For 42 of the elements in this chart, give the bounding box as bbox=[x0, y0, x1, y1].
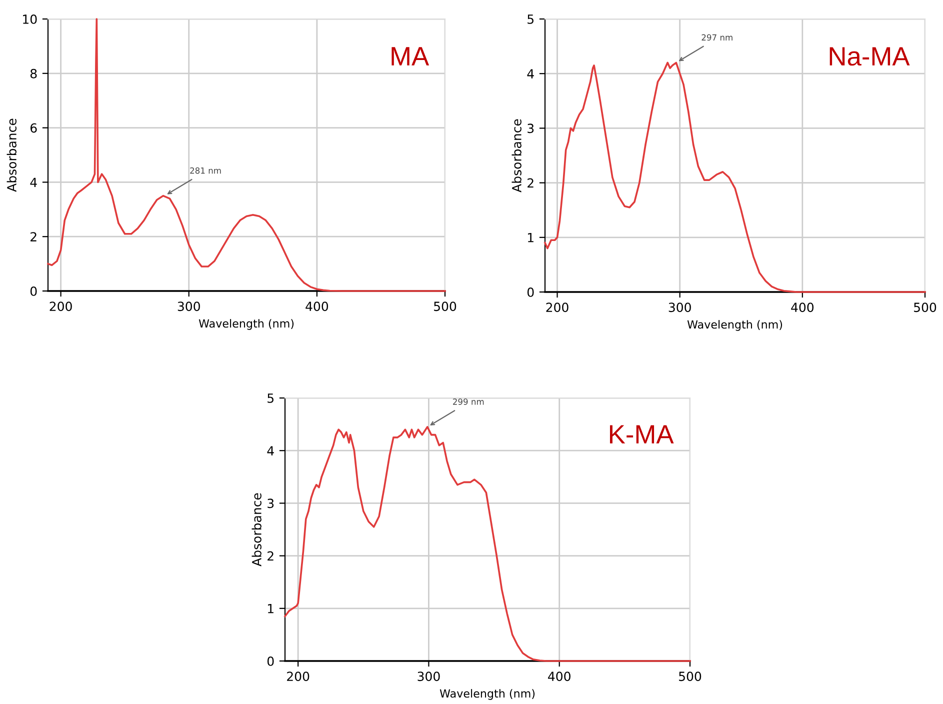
y-tick-label: 4 bbox=[30, 178, 37, 187]
y-tick-label: 5 bbox=[268, 394, 274, 403]
x-tick-label: 200 bbox=[287, 672, 310, 682]
y-tick-label: 2 bbox=[268, 551, 274, 561]
x-tick-label: 500 bbox=[434, 302, 456, 312]
x-tick-label: 400 bbox=[791, 302, 814, 312]
y-tick-label: 4 bbox=[527, 69, 534, 78]
y-tick-label: 5 bbox=[528, 14, 534, 24]
y-tick-label: 3 bbox=[528, 124, 534, 134]
y-tick-label: 4 bbox=[267, 446, 274, 456]
y-tick-label: 1 bbox=[528, 233, 534, 242]
y-tick-label: 3 bbox=[268, 498, 274, 508]
x-tick-label: 300 bbox=[178, 302, 200, 312]
x-tick-label: 500 bbox=[914, 302, 936, 312]
x-tick-label: 300 bbox=[668, 302, 691, 312]
y-axis-title: Absorbance bbox=[252, 493, 262, 566]
y-tick-label: 0 bbox=[30, 286, 37, 296]
x-tick-label: 400 bbox=[548, 672, 570, 682]
x-axis-title: Wavelength (nm) bbox=[687, 320, 782, 331]
y-tick-label: 6 bbox=[30, 123, 37, 133]
text: K-MA bbox=[610, 425, 674, 444]
y-tick-label: 8 bbox=[30, 68, 37, 78]
y-tick-label: 2 bbox=[528, 178, 534, 188]
y-tick-label: 0 bbox=[267, 656, 274, 666]
x-tick-label: 300 bbox=[418, 672, 440, 682]
text: MA bbox=[392, 47, 430, 66]
y-axis-title: Absorbance bbox=[6, 118, 16, 192]
text: Na-MA bbox=[830, 47, 910, 66]
y-tick-label: 0 bbox=[527, 287, 534, 297]
x-axis-title: Wavelength (nm) bbox=[198, 319, 294, 330]
annotation: 299 nm bbox=[453, 398, 484, 405]
y-axis-title: Absorbance bbox=[512, 119, 522, 192]
annotation: 281 nm bbox=[190, 167, 221, 174]
x-tick-label: 400 bbox=[306, 302, 328, 312]
annotation: 297 nm bbox=[702, 34, 732, 41]
x-axis-title: Wavelength (nm) bbox=[440, 689, 535, 700]
x-tick-label: 200 bbox=[546, 302, 568, 312]
x-tick-label: 500 bbox=[679, 672, 702, 682]
x-tick-label: 200 bbox=[50, 302, 72, 312]
y-tick-label: 2 bbox=[30, 232, 36, 242]
y-tick-label: 10 bbox=[23, 14, 37, 24]
y-tick-label: 1 bbox=[268, 604, 274, 614]
